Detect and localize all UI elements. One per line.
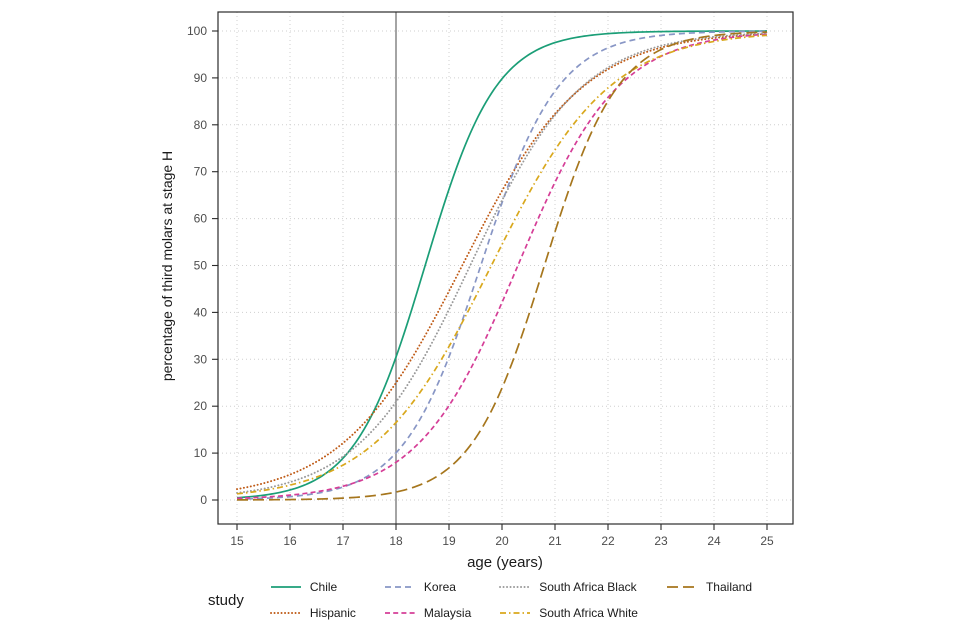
- legend-label: South Africa White: [539, 606, 638, 620]
- panel-border: [217, 11, 794, 525]
- y-tick-label: 80: [194, 118, 208, 132]
- gridlines: [218, 12, 793, 524]
- y-tick-label: 100: [187, 24, 207, 38]
- legend-title: study: [208, 591, 244, 609]
- y-tick-label: 10: [194, 446, 208, 460]
- y-tick-label: 50: [194, 259, 208, 273]
- legend-item-korea: Korea: [384, 580, 471, 594]
- legend-label: South Africa Black: [539, 580, 637, 594]
- legend-item-hispanic: Hispanic: [269, 606, 356, 620]
- legend-item-south-africa-black: South Africa Black: [499, 580, 638, 594]
- curve-korea: [236, 30, 768, 500]
- x-tick-label: 18: [389, 534, 403, 548]
- curve-thailand: [236, 31, 768, 501]
- y-tick-label: 20: [194, 399, 208, 413]
- axes: 0 10 20 30 40 50 60 70 80 90 100 15 16 17 18 19 20 21 22 23…: [187, 11, 794, 548]
- legend-label: Malaysia: [423, 606, 472, 620]
- x-tick-label: 24: [707, 534, 721, 548]
- curve-hispanic: [236, 33, 768, 491]
- curve-south-africa-white: [236, 34, 768, 495]
- legend-key-line: [499, 586, 532, 588]
- legend-label: Thailand: [705, 580, 752, 594]
- y-tick-label: 40: [194, 305, 208, 319]
- x-tick-label: 23: [654, 534, 668, 548]
- y-tick-label: 90: [194, 71, 208, 85]
- x-tick-label: 22: [601, 534, 615, 548]
- legend: study Chile Hispanic Korea Malaysia South Af…: [0, 575, 960, 625]
- x-tick-label: 16: [283, 534, 297, 548]
- legend-key-line: [269, 612, 302, 614]
- x-tick-label: 15: [230, 534, 244, 548]
- legend-label: Chile: [309, 580, 338, 594]
- y-axis-title: percentage of third molars at stage H: [159, 151, 175, 381]
- x-tick-label: 25: [760, 534, 774, 548]
- x-tick-label: 20: [495, 534, 509, 548]
- curve-south-africa-black: [236, 32, 768, 494]
- y-tick-label: 30: [194, 352, 208, 366]
- legend-key-line: [500, 612, 531, 614]
- legend-entries: Chile Hispanic Korea Malaysia South Africa B…: [269, 575, 752, 625]
- curves: [236, 30, 768, 501]
- legend-key-line: [384, 612, 415, 614]
- legend-item-malaysia: Malaysia: [384, 606, 471, 620]
- legend-key-line: [270, 586, 301, 588]
- x-tick-label: 19: [442, 534, 456, 548]
- legend-item-chile: Chile: [270, 580, 356, 594]
- y-tick-label: 60: [194, 212, 208, 226]
- legend-key-line: [384, 586, 415, 588]
- y-tick-label: 0: [200, 493, 207, 507]
- y-tick-label: 70: [194, 165, 208, 179]
- legend-item-thailand: Thailand: [666, 580, 752, 594]
- x-axis-title: age (years): [467, 554, 543, 571]
- x-tick-label: 21: [548, 534, 562, 548]
- legend-key-line: [666, 586, 697, 588]
- chart-canvas: 0 10 20 30 40 50 60 70 80 90 100 15 16 17 18 19 20 21 22 23…: [159, 11, 794, 571]
- legend-item-south-africa-white: South Africa White: [499, 606, 638, 620]
- x-tick-label: 17: [336, 534, 350, 548]
- legend-label: Korea: [423, 580, 456, 594]
- legend-label: Hispanic: [309, 606, 356, 620]
